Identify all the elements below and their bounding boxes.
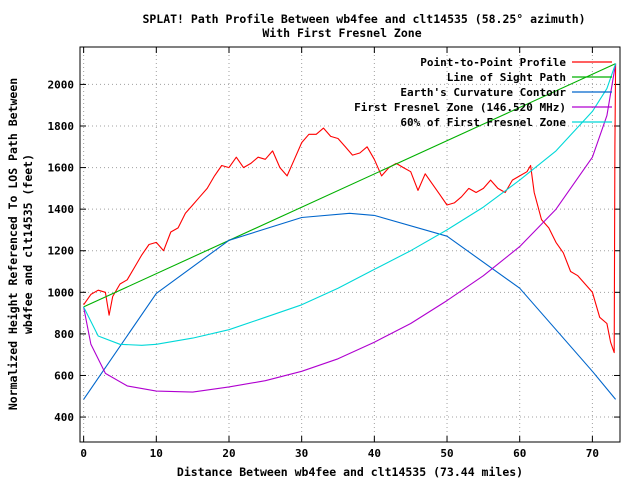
axis-ticks: 0 10 20 30 40 50 60 70 400 600 800 1000 1200 1400 1600… [48,47,620,460]
series-line-60-of-first-fresnel-zone [83,63,617,346]
chart-title: SPLAT! Path Profile Between wb4fee and c… [142,12,585,26]
x-tick-label: 50 [440,447,453,460]
y-tick-label: 1600 [48,162,75,175]
x-tick-label: 0 [80,447,87,460]
legend: Point-to-Point Profile Line of Sight Path… [354,56,612,129]
series-line-earth-s-curvature-contour [83,212,617,400]
chart-subtitle: With First Fresnel Zone [262,26,421,40]
y-axis-label-line1: Normalized Height Referenced To LOS Path… [6,78,20,410]
legend-label-first-fresnel-zone-146-520-mhz: First Fresnel Zone (146.520 MHz) [354,101,566,114]
y-tick-label: 1200 [48,245,75,258]
legend-label-earth-s-curvature-contour: Earth's Curvature Contour [400,86,566,99]
x-tick-label: 30 [295,447,308,460]
plot-frame [79,46,621,443]
y-axis-label-line2: wb4fee and clt14535 (feet) [21,154,35,334]
x-tick-label: 70 [586,447,599,460]
series-line-first-fresnel-zone-146-520-mhz [83,63,617,393]
series-line-point-to-point-profile [83,63,617,354]
y-tick-label: 400 [54,411,74,424]
legend-label-line-of-sight-path: Line of Sight Path [447,71,566,84]
y-tick-label: 1400 [48,203,75,216]
y-tick-label: 1000 [48,286,75,299]
legend-label-point-to-point-profile: Point-to-Point Profile [420,56,566,69]
y-tick-label: 600 [54,369,74,382]
x-tick-label: 10 [150,447,163,460]
x-tick-label: 60 [513,447,526,460]
y-tick-label: 2000 [48,78,75,91]
data-series [83,63,617,400]
x-tick-label: 20 [222,447,235,460]
legend-label-60-of-first-fresnel-zone: 60% of First Fresnel Zone [400,116,566,129]
x-axis-label: Distance Between wb4fee and clt14535 (73… [177,465,523,479]
series-line-line-of-sight-path [83,63,616,308]
y-tick-label: 1800 [48,120,75,133]
y-tick-label: 800 [54,328,74,341]
x-tick-label: 40 [368,447,381,460]
